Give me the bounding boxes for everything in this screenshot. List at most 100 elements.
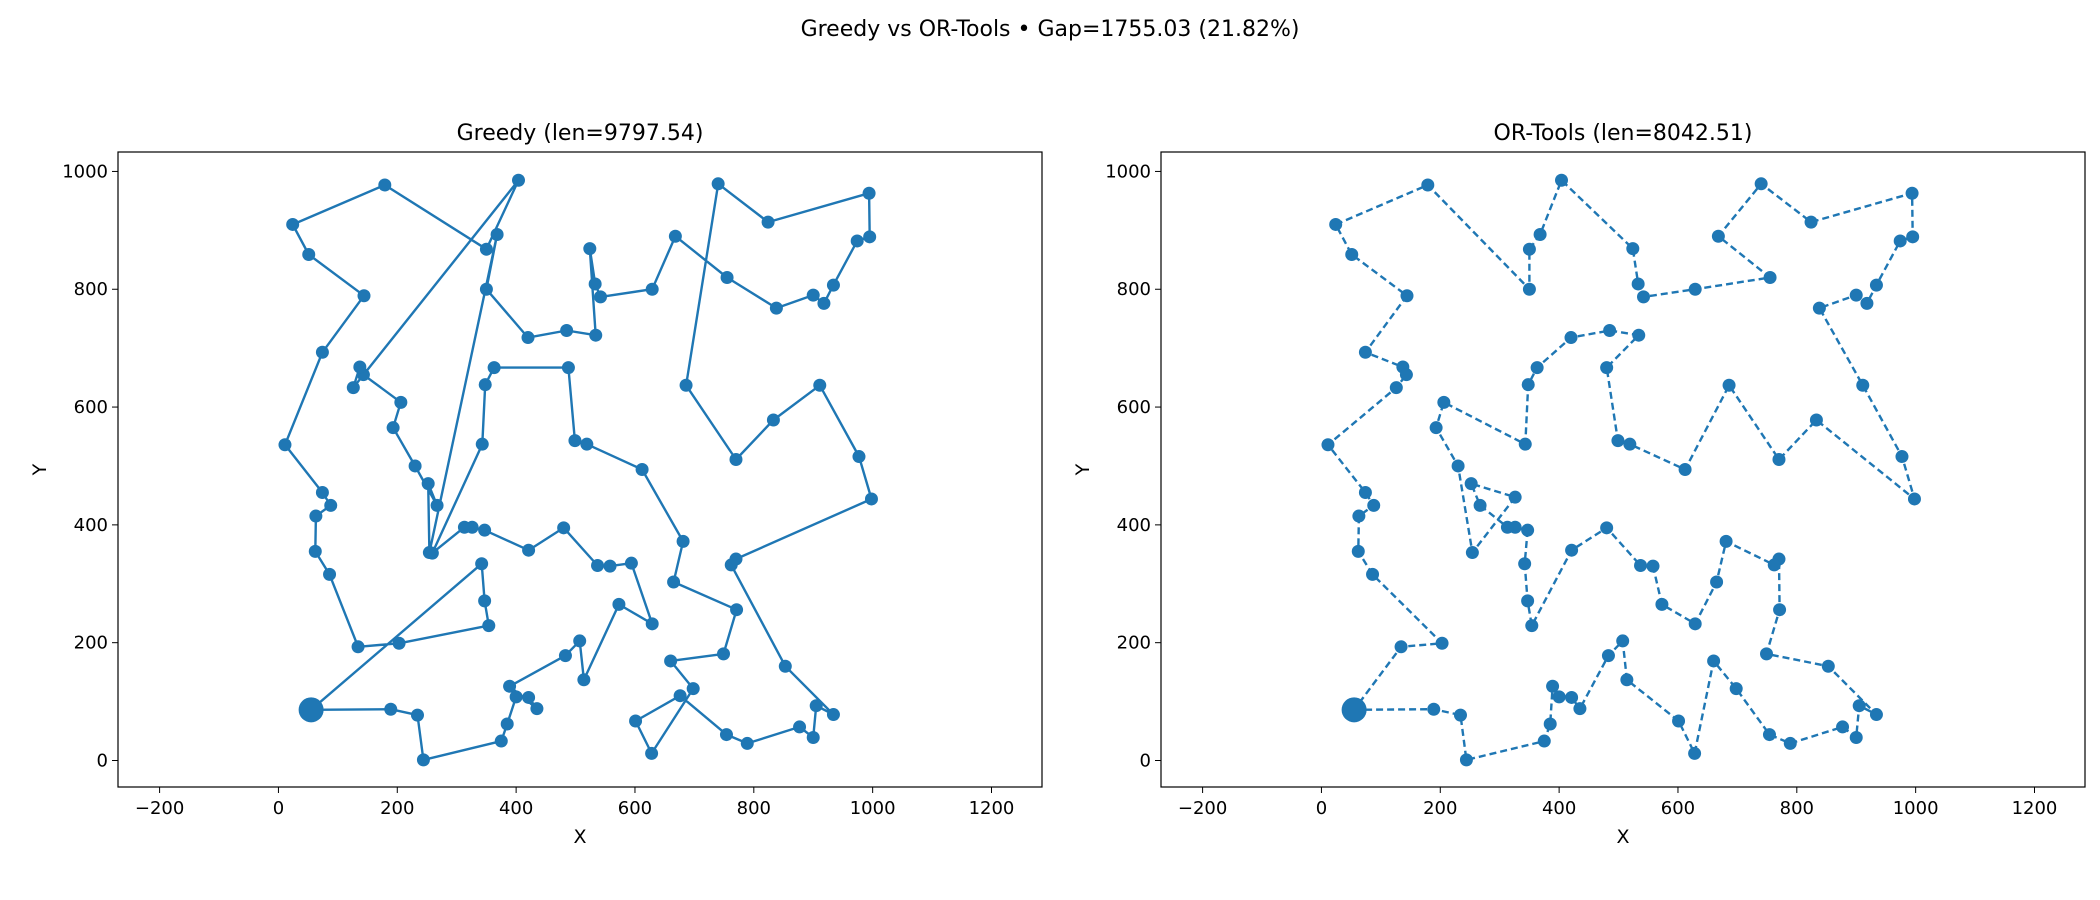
ortools-city-point [1358, 485, 1372, 499]
greedy-city-point [511, 173, 525, 187]
ortools-city-point [1552, 690, 1566, 704]
greedy-city-point [686, 682, 700, 696]
greedy-city-point [509, 690, 523, 704]
ortools-city-point [1473, 498, 1487, 512]
ortools-city-point [1329, 217, 1343, 231]
ortools-city-point [1600, 521, 1614, 535]
greedy-city-point [862, 186, 876, 200]
greedy-city-point [560, 323, 574, 337]
ortools-city-point [1849, 731, 1863, 745]
ortools-city-point [1564, 331, 1578, 345]
ortools-city-point [1626, 242, 1640, 256]
greedy-city-point [422, 546, 436, 560]
ortools-city-point [1762, 728, 1776, 742]
ortools-city-point [1620, 673, 1634, 687]
greedy-city-point [852, 450, 866, 464]
greedy-city-point [573, 634, 587, 648]
ortools-x-tick-label: 0 [1316, 798, 1327, 819]
greedy-city-point [793, 720, 807, 734]
greedy-city-point [386, 421, 400, 435]
greedy-city-point [645, 617, 659, 631]
greedy-x-tick-label: 1000 [850, 798, 896, 819]
greedy-city-point [850, 234, 864, 248]
ortools-city-point [1453, 708, 1467, 722]
ortools-city-point [1522, 282, 1536, 296]
greedy-city-point [521, 331, 535, 345]
greedy-city-point [475, 557, 489, 571]
ortools-city-point [1352, 509, 1366, 523]
ortools-x-tick-label: 200 [1423, 798, 1457, 819]
greedy-city-point [286, 217, 300, 231]
greedy-city-point [410, 708, 424, 722]
ortools-city-point [1601, 649, 1615, 663]
ortools-city-point [1722, 378, 1736, 392]
greedy-y-axis-label: Y [29, 463, 51, 476]
ortools-y-tick-label: 600 [1117, 397, 1151, 418]
greedy-city-point [315, 485, 329, 499]
greedy-city-point [769, 301, 783, 315]
greedy-city-point [612, 597, 626, 611]
greedy-city-point [717, 647, 731, 661]
greedy-city-point [479, 242, 493, 256]
ortools-city-point [1399, 368, 1413, 382]
ortools-city-point [1521, 594, 1535, 608]
ortools-city-point [1451, 459, 1465, 473]
greedy-city-point [315, 345, 329, 359]
greedy-x-tick-label: 600 [618, 798, 652, 819]
ortools-x-tick-label: 600 [1661, 798, 1695, 819]
greedy-city-point [645, 282, 659, 296]
greedy-city-point [817, 296, 831, 310]
greedy-city-point [392, 636, 406, 650]
greedy-city-point [557, 521, 571, 535]
ortools-panel: −200 0 200 400 600 800 1000 1200 0 200 400 600 800 10… [1072, 121, 2086, 848]
ortools-city-point [1321, 438, 1335, 452]
ortools-city-point [1632, 328, 1646, 342]
greedy-city-point [408, 459, 422, 473]
greedy-city-point [430, 498, 444, 512]
ortools-city-point [1400, 289, 1414, 303]
greedy-city-point [416, 753, 430, 767]
ortools-route-line [1326, 179, 1916, 762]
greedy-city-point [278, 438, 292, 452]
ortools-city-point [1508, 490, 1522, 504]
greedy-x-tick-label: 1200 [969, 798, 1015, 819]
greedy-city-point [478, 378, 492, 392]
ortools-city-point [1907, 492, 1921, 506]
greedy-city-point [826, 708, 840, 722]
ortools-city-point [1754, 177, 1768, 191]
ortools-city-point [1634, 559, 1648, 573]
ortools-city-point [1623, 437, 1637, 451]
ortools-city-point [1773, 603, 1787, 617]
greedy-city-point [323, 567, 337, 581]
ortools-city-point [1366, 567, 1380, 581]
greedy-city-point [629, 714, 643, 728]
greedy-city-point [346, 381, 360, 395]
ortools-city-point [1869, 708, 1883, 722]
ortools-x-tick-label: 1000 [1893, 798, 1939, 819]
ortools-x-tick-label: 800 [1780, 798, 1814, 819]
greedy-city-point [577, 673, 591, 687]
ortools-city-point [1821, 659, 1835, 673]
greedy-city-point [378, 178, 392, 192]
ortools-city-point [1678, 463, 1692, 476]
greedy-city-point [711, 177, 725, 191]
ortools-city-point [1421, 178, 1435, 192]
ortools-city-point [1860, 296, 1874, 310]
ortools-city-point [1672, 714, 1686, 728]
greedy-city-point [494, 734, 508, 748]
ortools-city-point [1429, 421, 1443, 435]
ortools-city-point [1719, 534, 1733, 548]
greedy-start-point [298, 697, 324, 723]
greedy-city-point [635, 463, 649, 476]
ortools-x-axis-label: X [1616, 826, 1629, 848]
ortools-city-point [1655, 597, 1669, 611]
ortools-city-point [1852, 699, 1866, 713]
greedy-city-point [503, 679, 517, 693]
ortools-city-point [1760, 647, 1774, 661]
greedy-x-tick-label: 400 [499, 798, 533, 819]
greedy-city-point [864, 492, 878, 506]
ortools-city-point [1895, 450, 1909, 464]
ortools-y-tick-label: 200 [1117, 633, 1151, 654]
greedy-city-point [357, 289, 371, 303]
